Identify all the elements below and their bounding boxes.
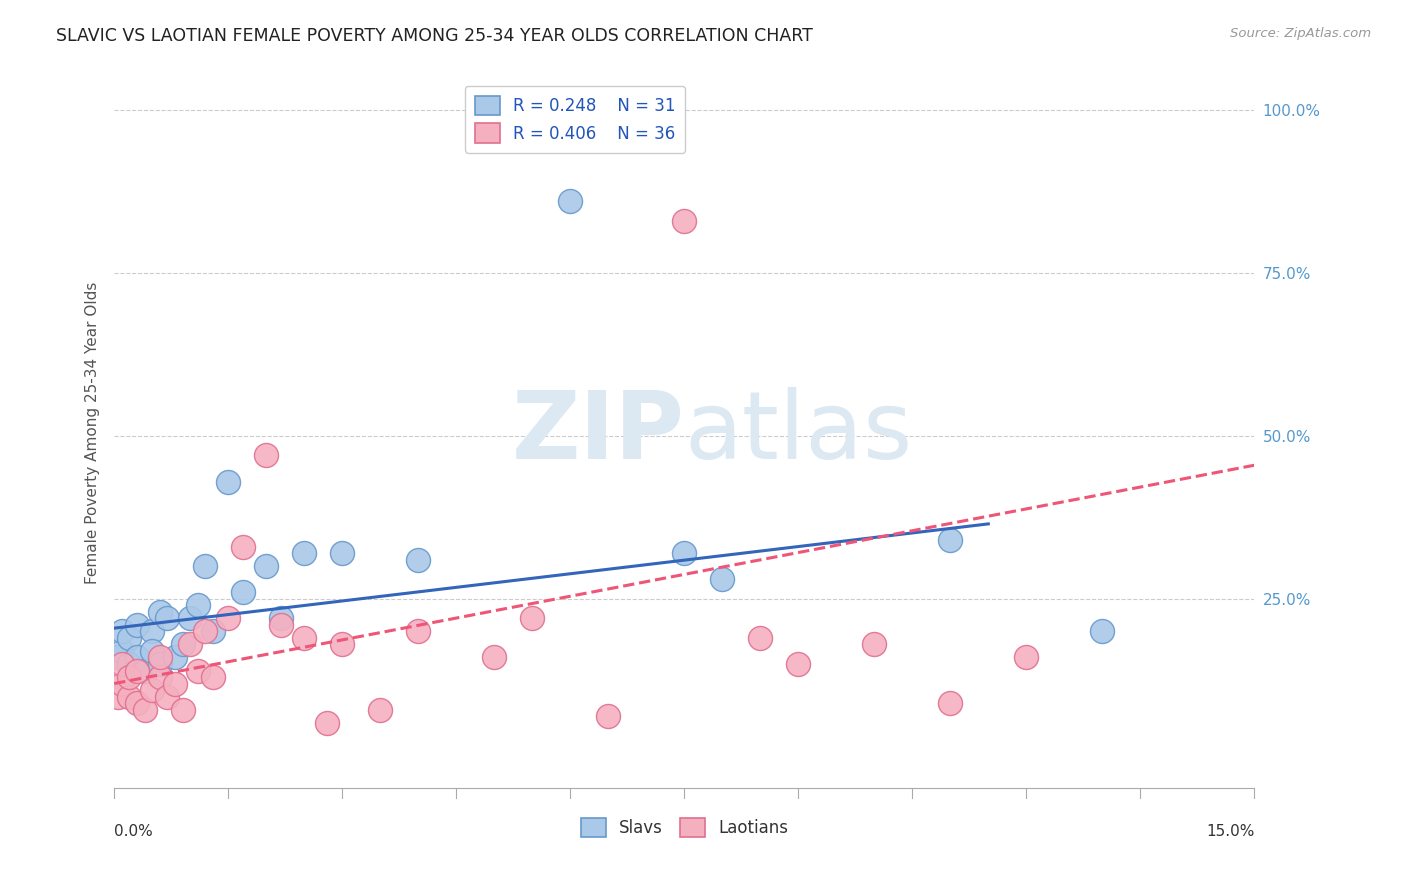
Point [749,631,772,645]
Point [118,670,141,684]
Point [156,611,179,625]
Point [107,650,129,665]
Point [141,644,163,658]
Point [330,546,353,560]
Point [254,449,277,463]
Point [522,611,544,625]
Point [330,637,353,651]
Point [172,703,194,717]
Point [141,683,163,698]
Point [156,690,179,704]
Point [270,618,292,632]
Point [673,214,696,228]
Point [292,546,315,560]
Point [149,670,172,684]
Point [134,703,156,717]
Point [163,676,186,690]
Point [598,709,620,723]
Point [179,611,201,625]
Point [111,624,134,639]
Text: Source: ZipAtlas.com: Source: ZipAtlas.com [1230,27,1371,40]
Point [217,475,239,489]
Point [560,194,582,209]
Point [484,650,506,665]
Point [187,599,209,613]
Point [134,664,156,678]
Point [406,552,429,566]
Point [232,540,254,554]
Point [232,585,254,599]
Point [111,644,134,658]
Text: 15.0%: 15.0% [1206,823,1254,838]
Point [201,670,224,684]
Y-axis label: Female Poverty Among 25-34 Year Olds: Female Poverty Among 25-34 Year Olds [86,282,100,584]
Point [406,624,429,639]
Point [118,690,141,704]
Point [118,631,141,645]
Point [711,572,734,586]
Point [1015,650,1038,665]
Point [863,637,886,651]
Point [141,624,163,639]
Point [149,650,172,665]
Point [125,618,148,632]
Point [787,657,810,671]
Point [1091,624,1114,639]
Point [201,624,224,639]
Point [187,664,209,678]
Point [939,696,962,710]
Point [118,657,141,671]
Text: ZIP: ZIP [512,386,685,479]
Point [125,664,148,678]
Point [368,703,391,717]
Point [125,696,148,710]
Point [179,637,201,651]
Point [107,690,129,704]
Point [254,559,277,574]
Point [316,715,339,730]
Legend: Slavs, Laotians: Slavs, Laotians [574,811,794,844]
Point [149,657,172,671]
Point [111,657,134,671]
Point [292,631,315,645]
Point [172,637,194,651]
Point [217,611,239,625]
Point [194,624,217,639]
Point [149,605,172,619]
Point [163,650,186,665]
Text: atlas: atlas [685,386,912,479]
Text: SLAVIC VS LAOTIAN FEMALE POVERTY AMONG 25-34 YEAR OLDS CORRELATION CHART: SLAVIC VS LAOTIAN FEMALE POVERTY AMONG 2… [56,27,813,45]
Text: 0.0%: 0.0% [114,823,153,838]
Point [270,611,292,625]
Point [939,533,962,548]
Point [111,676,134,690]
Point [125,650,148,665]
Point [673,546,696,560]
Point [194,559,217,574]
